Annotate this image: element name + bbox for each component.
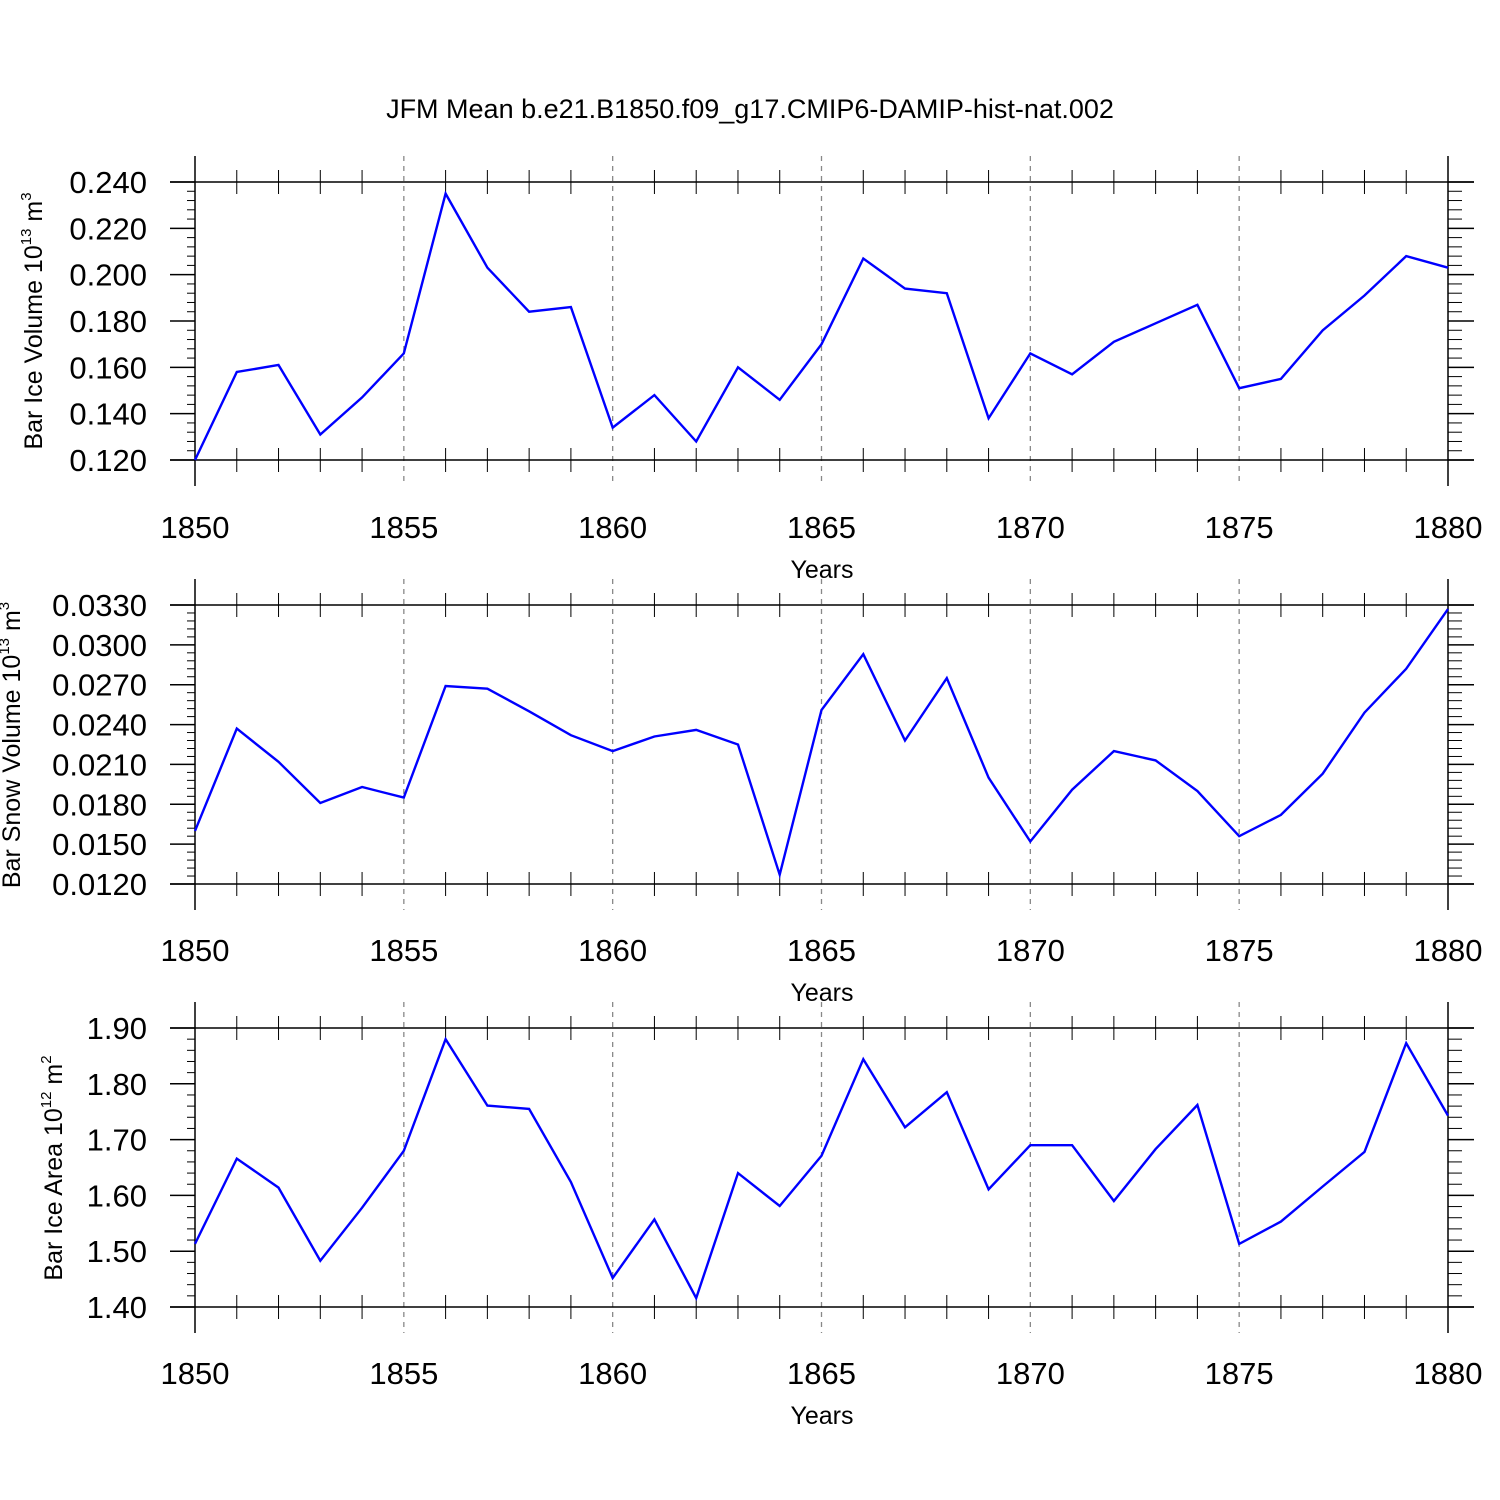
y-tick-label: 0.0180	[52, 787, 147, 822]
x-tick-label: 1855	[369, 510, 438, 545]
x-tick-label: 1865	[787, 510, 856, 545]
y-tick-label: 0.140	[69, 397, 147, 432]
x-tick-label: 1865	[787, 933, 856, 968]
y-tick-label: 0.0330	[52, 588, 147, 623]
y-tick-label: 0.200	[69, 258, 147, 293]
y-tick-label: 1.40	[87, 1290, 147, 1325]
y-tick-label: 0.0270	[52, 668, 147, 703]
x-tick-label: 1850	[161, 933, 230, 968]
y-tick-label: 1.50	[87, 1234, 147, 1269]
x-tick-label: 1870	[996, 510, 1065, 545]
x-tick-label: 1875	[1205, 510, 1274, 545]
x-tick-label: 1880	[1414, 510, 1483, 545]
x-axis-label: Years	[790, 1402, 853, 1430]
y-axis-label: Bar Ice Volume 1013 m3	[18, 192, 48, 449]
x-tick-label: 1870	[996, 1356, 1065, 1391]
x-tick-label: 1850	[161, 510, 230, 545]
panel-ice-area: 1.40 1.50 1.60 1.70 1.80 1.90 1850 1855 1860 1865…	[38, 1002, 1482, 1430]
x-tick-label: 1855	[369, 1356, 438, 1391]
y-tick-label: 0.0210	[52, 747, 147, 782]
y-axis-label: Bar Ice Area 1012 m2	[38, 1055, 68, 1280]
y-tick-label: 0.0150	[52, 827, 147, 862]
series-line	[193, 1036, 1450, 1302]
panel-ice-volume: 0.120 0.140 0.160 0.180 0.200 0.220 0.240 1850 1…	[18, 156, 1482, 584]
y-tick-label: 0.180	[69, 304, 147, 339]
x-tick-label: 1860	[578, 1356, 647, 1391]
y-axis-label: Bar Snow Volume 1013 m3	[0, 602, 26, 888]
x-tick-label: 1875	[1205, 933, 1274, 968]
y-tick-label: 0.160	[69, 350, 147, 385]
x-tick-label: 1850	[161, 1356, 230, 1391]
y-tick-label: 1.80	[87, 1067, 147, 1102]
y-tick-label: 1.70	[87, 1123, 147, 1158]
y-tick-label: 0.120	[69, 443, 147, 478]
x-tick-label: 1860	[578, 510, 647, 545]
series-line	[193, 608, 1449, 880]
y-tick-label: 0.0120	[52, 867, 147, 902]
series-line	[193, 190, 1449, 461]
x-tick-label: 1875	[1205, 1356, 1274, 1391]
y-tick-label: 1.60	[87, 1178, 147, 1213]
x-tick-label: 1860	[578, 933, 647, 968]
x-tick-label: 1855	[369, 933, 438, 968]
y-tick-label: 0.0300	[52, 628, 147, 663]
y-tick-label: 0.220	[69, 211, 147, 246]
x-tick-label: 1880	[1414, 1356, 1483, 1391]
x-tick-label: 1865	[787, 1356, 856, 1391]
figure-title: JFM Mean b.e21.B1850.f09_g17.CMIP6-DAMIP…	[386, 94, 1114, 124]
y-tick-label: 0.240	[69, 165, 147, 200]
x-tick-label: 1880	[1414, 933, 1483, 968]
y-tick-label: 1.90	[87, 1011, 147, 1046]
x-tick-label: 1870	[996, 933, 1065, 968]
y-tick-label: 0.0240	[52, 708, 147, 743]
panel-snow-volume: 0.0120 0.0150 0.0180 0.0210 0.0240 0.0270 0.03…	[0, 579, 1482, 1007]
